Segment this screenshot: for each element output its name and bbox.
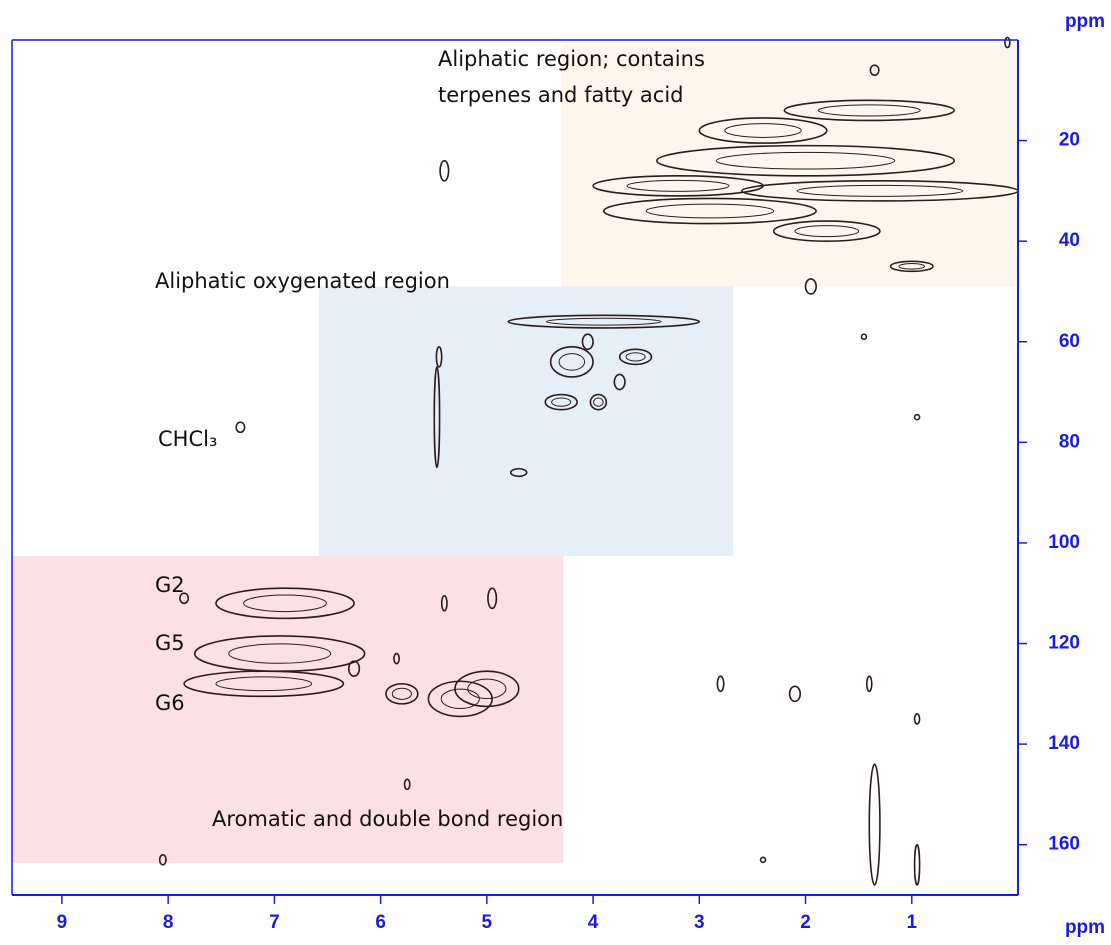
region — [561, 45, 1018, 287]
y-tick-label: 100 — [1048, 532, 1080, 553]
peak — [439, 159, 450, 182]
peak-contour — [626, 179, 730, 192]
region-label: terpenes and fatty acid — [438, 83, 683, 107]
peak-contour — [645, 203, 775, 219]
peak — [869, 64, 880, 77]
x-tick-label: 8 — [163, 912, 174, 933]
peak — [589, 393, 608, 411]
region — [12, 556, 564, 863]
peak — [783, 99, 956, 122]
region-label: Aliphatic oxygenated region — [155, 269, 450, 293]
peak-contour — [625, 352, 646, 362]
peak — [656, 144, 956, 177]
annotation: G6 — [155, 691, 185, 715]
x-tick-label: 2 — [800, 912, 811, 933]
x-tick-label: 4 — [588, 912, 599, 933]
peak — [613, 373, 626, 391]
peak — [772, 220, 881, 242]
peak-contour — [391, 687, 412, 700]
peak — [618, 348, 653, 366]
peak — [427, 680, 493, 718]
peak — [509, 467, 528, 478]
y-tick-label: 20 — [1059, 130, 1080, 151]
peak-contour — [228, 643, 332, 664]
peak-contour — [440, 688, 480, 710]
y-tick-label: 60 — [1059, 331, 1080, 352]
peak-contour — [715, 151, 896, 170]
peak — [487, 587, 498, 610]
peak — [433, 366, 441, 469]
peak — [549, 345, 594, 378]
peak — [868, 763, 881, 886]
peak — [347, 660, 361, 678]
y-tick-label: 40 — [1059, 230, 1080, 251]
region-label: Aliphatic region; contains — [438, 47, 705, 71]
x-tick-label: 1 — [906, 912, 917, 933]
y-tick-label: 120 — [1048, 633, 1080, 654]
peak — [1004, 36, 1011, 49]
peak — [454, 670, 520, 708]
peak — [698, 117, 828, 144]
region — [319, 286, 734, 557]
peak-contour — [467, 678, 507, 699]
peak — [179, 592, 190, 605]
peak-contour — [551, 397, 572, 407]
peak — [235, 421, 246, 434]
peak-contour — [724, 123, 802, 138]
peak — [913, 843, 921, 886]
peak — [183, 670, 345, 698]
peak — [385, 682, 419, 705]
peak — [215, 587, 355, 620]
region-label: Aromatic and double bond region — [212, 807, 563, 831]
y-tick-label: 160 — [1048, 834, 1080, 855]
peak-contour — [215, 676, 313, 692]
x-axis-label: ppm — [1065, 917, 1105, 938]
x-tick-label: 3 — [694, 912, 705, 933]
y-tick-label: 80 — [1059, 431, 1080, 452]
peak — [804, 278, 817, 295]
x-tick-label: 6 — [375, 912, 386, 933]
peak — [860, 333, 868, 341]
annotation: CHCl₃ — [158, 427, 217, 451]
peak — [393, 652, 401, 665]
peak-contour — [796, 184, 964, 197]
peak-contour — [243, 594, 327, 613]
peak — [403, 778, 411, 791]
peak — [759, 856, 767, 864]
peak-contour — [794, 225, 860, 238]
annotation: G5 — [155, 631, 185, 655]
peak — [507, 314, 701, 329]
peak — [889, 260, 934, 273]
annotation: G2 — [155, 573, 185, 597]
peak — [716, 675, 725, 693]
peak — [913, 713, 921, 725]
peak — [865, 675, 873, 693]
y-axis-label: ppm — [1065, 11, 1105, 32]
x-tick-label: 9 — [57, 912, 68, 933]
x-tick-label: 7 — [269, 912, 280, 933]
peak-contour — [898, 263, 926, 270]
peak-contour — [545, 317, 662, 326]
peak-contour — [593, 397, 604, 407]
peak-contour — [558, 353, 586, 371]
peak — [440, 594, 448, 612]
peak — [544, 393, 578, 411]
peak — [602, 197, 817, 225]
peak — [158, 853, 167, 866]
peak — [592, 174, 764, 197]
peak — [788, 685, 802, 703]
peak — [435, 345, 443, 368]
peak-contour — [817, 104, 921, 117]
peak — [913, 413, 921, 421]
x-tick-label: 5 — [482, 912, 493, 933]
y-tick-label: 140 — [1048, 733, 1080, 754]
peak — [581, 333, 594, 351]
